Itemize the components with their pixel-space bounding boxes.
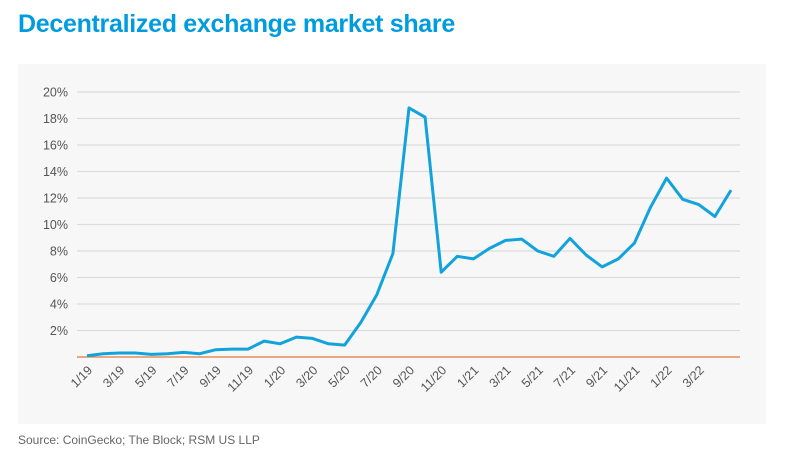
x-tick-label: 3/20 [293,363,320,390]
source-note: Source: CoinGecko; The Block; RSM US LLP [18,433,260,447]
x-tick-label: 5/20 [326,363,353,390]
x-tick-label: 7/21 [551,363,578,390]
y-tick-label: 4% [50,298,68,312]
x-tick-label: 7/19 [165,363,192,390]
y-tick-label: 2% [50,324,68,338]
x-tick-label: 7/20 [358,363,385,390]
x-tick-label: 3/22 [680,363,707,390]
x-tick-label: 1/22 [648,363,675,390]
y-tick-label: 8% [50,245,68,259]
y-tick-label: 18% [43,112,68,126]
y-tick-label: 16% [43,139,68,153]
x-tick-label: 5/21 [519,363,546,390]
series-line [86,106,733,358]
x-tick-label: 9/19 [197,363,224,390]
y-tick-label: 12% [43,192,68,206]
chart-title: Decentralized exchange market share [18,10,455,38]
y-tick-label: 14% [43,165,68,179]
x-tick-label: 9/21 [583,363,610,390]
x-tick-label: 5/19 [132,363,159,390]
y-tick-label: 6% [50,271,68,285]
x-tick-label: 11/20 [418,363,449,394]
y-tick-label: 20% [43,86,68,100]
x-tick-label: 3/21 [487,363,514,390]
y-tick-label: 10% [43,218,68,232]
x-tick-label: 3/19 [100,363,127,390]
x-tick-label: 1/21 [454,363,481,390]
x-tick-label: 9/20 [390,363,417,390]
x-tick-label: 11/19 [225,363,256,394]
x-tick-label: 11/21 [611,363,642,394]
x-tick-label: 1/19 [68,363,95,390]
x-tick-label: 1/20 [261,363,288,390]
chart-panel [18,64,766,424]
